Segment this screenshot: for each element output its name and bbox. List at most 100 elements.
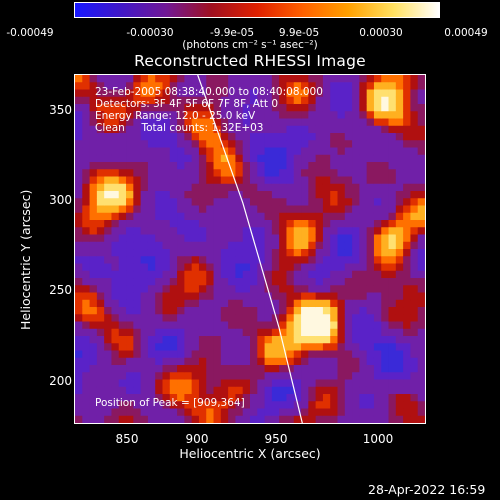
heatmap-cell bbox=[118, 140, 127, 148]
heatmap-cell bbox=[89, 372, 98, 380]
heatmap-cell bbox=[191, 133, 200, 141]
heatmap-cell bbox=[118, 205, 127, 214]
heatmap-cell bbox=[271, 140, 280, 148]
heatmap-cell bbox=[410, 263, 419, 272]
heatmap-cell bbox=[228, 408, 236, 417]
heatmap-cell bbox=[191, 205, 200, 214]
heatmap-cell bbox=[235, 183, 244, 192]
heatmap-cell bbox=[250, 140, 258, 148]
heatmap-cell bbox=[322, 365, 331, 373]
heatmap-cell bbox=[344, 292, 353, 301]
heatmap-cell bbox=[388, 263, 397, 272]
heatmap-cell bbox=[89, 82, 98, 90]
heatmap-cell bbox=[82, 212, 90, 221]
heatmap-cell bbox=[366, 169, 375, 177]
heatmap-cell bbox=[213, 307, 222, 315]
heatmap-cell bbox=[286, 408, 295, 417]
heatmap-cell bbox=[344, 154, 353, 163]
heatmap-cell bbox=[206, 125, 214, 134]
heatmap-cell bbox=[228, 386, 236, 395]
heatmap-cell bbox=[111, 408, 120, 417]
heatmap-cell bbox=[344, 256, 353, 264]
heatmap-cell bbox=[271, 408, 280, 417]
heatmap-cell bbox=[104, 96, 112, 105]
heatmap-cell bbox=[293, 118, 302, 127]
heatmap-cell bbox=[315, 415, 324, 423]
heatmap-cell bbox=[366, 212, 375, 221]
heatmap-cell bbox=[417, 278, 425, 286]
heatmap-cell bbox=[162, 118, 171, 127]
heatmap-cell bbox=[126, 125, 134, 134]
heatmap-cell bbox=[308, 365, 317, 373]
heatmap-cell bbox=[373, 343, 382, 351]
heatmap-cell bbox=[301, 241, 309, 250]
heatmap-cell bbox=[366, 125, 375, 134]
heatmap-cell bbox=[184, 343, 193, 351]
heatmap-cell bbox=[373, 379, 382, 388]
heatmap-cell bbox=[89, 263, 98, 272]
heatmap-cell bbox=[388, 372, 397, 380]
heatmap-cell bbox=[403, 212, 411, 221]
heatmap-cell bbox=[308, 198, 317, 206]
heatmap-cell bbox=[198, 408, 207, 417]
heatmap-cell bbox=[82, 96, 90, 105]
heatmap-cell bbox=[191, 278, 200, 286]
y-tick-label: 300 bbox=[49, 193, 72, 207]
heatmap-cell bbox=[373, 183, 382, 192]
heatmap-cell bbox=[308, 176, 317, 185]
heatmap-cell bbox=[111, 256, 120, 264]
heatmap-cell bbox=[206, 198, 214, 206]
heatmap-cell bbox=[162, 285, 171, 293]
heatmap-cell bbox=[344, 365, 353, 373]
heatmap-cell bbox=[228, 183, 236, 192]
heatmap-cell bbox=[308, 278, 317, 286]
heatmap-cell bbox=[89, 147, 98, 156]
heatmap-cell bbox=[366, 183, 375, 192]
heatmap-cell bbox=[403, 234, 411, 243]
heatmap-cell bbox=[337, 191, 346, 199]
heatmap-cell bbox=[111, 111, 120, 119]
heatmap-cell bbox=[322, 270, 331, 279]
heatmap-cell bbox=[322, 191, 331, 199]
heatmap-cell bbox=[373, 82, 382, 90]
heatmap-cell bbox=[133, 234, 142, 243]
heatmap-cell bbox=[228, 256, 236, 264]
heatmap-cell bbox=[264, 314, 273, 322]
heatmap-cell bbox=[147, 140, 156, 148]
heatmap-cell bbox=[403, 285, 411, 293]
heatmap-cell bbox=[250, 314, 258, 322]
heatmap-cell bbox=[271, 415, 280, 423]
heatmap-cell bbox=[250, 234, 258, 243]
overlay-detectors: Detectors: 3F 4F 5F 6F 7F 8F, Att 0 bbox=[95, 98, 279, 110]
y-axis-label: Heliocentric Y (arcsec) bbox=[18, 189, 33, 330]
heatmap-cell bbox=[242, 386, 251, 395]
heatmap-cell bbox=[89, 394, 98, 402]
heatmap-cell bbox=[315, 328, 324, 337]
heatmap-cell bbox=[286, 212, 295, 221]
heatmap-cell bbox=[417, 227, 425, 235]
heatmap-cell bbox=[403, 292, 411, 301]
heatmap-cell bbox=[388, 183, 397, 192]
heatmap-cell bbox=[330, 176, 338, 185]
heatmap-cell bbox=[337, 125, 346, 134]
heatmap-cell bbox=[133, 357, 142, 366]
heatmap-cell bbox=[366, 415, 375, 423]
heatmap-cell bbox=[89, 241, 98, 250]
heatmap-cell bbox=[75, 212, 83, 221]
heatmap-cell bbox=[235, 278, 244, 286]
heatmap-cell bbox=[147, 227, 156, 235]
heatmap-cell bbox=[352, 321, 360, 330]
heatmap-cell bbox=[184, 415, 193, 423]
heatmap-cell bbox=[359, 372, 368, 380]
heatmap-cell bbox=[388, 191, 397, 199]
heatmap-cell bbox=[388, 408, 397, 417]
heatmap-cell bbox=[293, 162, 302, 170]
heatmap-cell bbox=[89, 89, 98, 98]
heatmap-cell bbox=[344, 191, 353, 199]
heatmap-cell bbox=[366, 234, 375, 243]
heatmap-cell bbox=[315, 321, 324, 330]
heatmap-cell bbox=[126, 133, 134, 141]
heatmap-cell bbox=[271, 205, 280, 214]
heatmap-cell bbox=[330, 104, 338, 112]
heatmap-cell bbox=[250, 205, 258, 214]
